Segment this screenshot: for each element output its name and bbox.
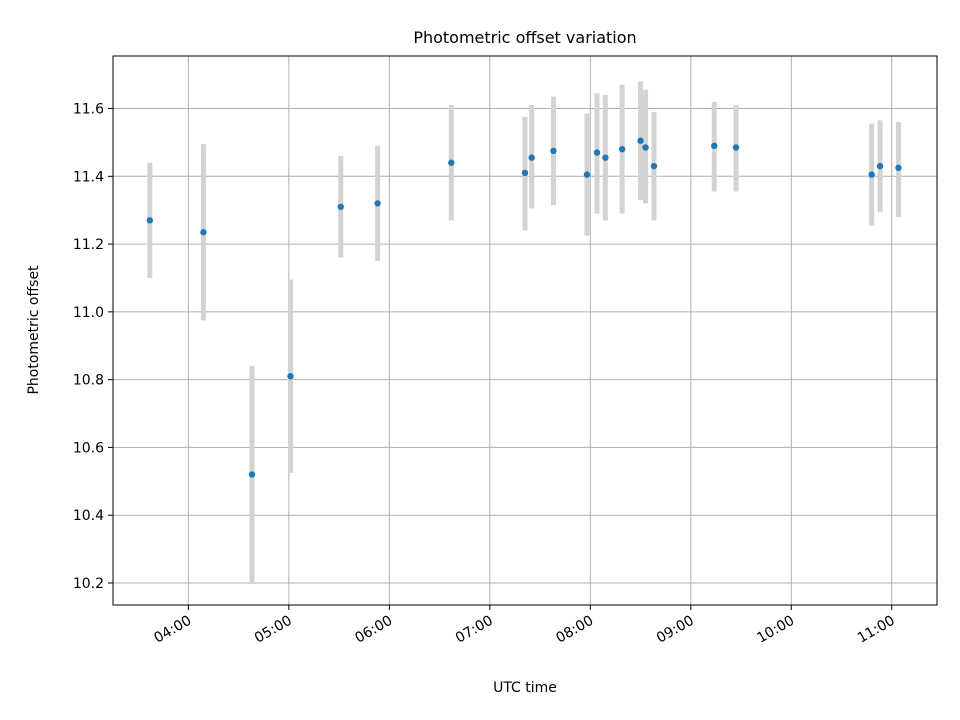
data-point (374, 200, 381, 207)
y-tick-label: 10.2 (73, 576, 104, 592)
data-point (528, 154, 535, 161)
data-point (593, 149, 601, 156)
y-tick-label: 11.4 (73, 169, 104, 185)
plot-frame (112, 55, 938, 606)
data-point (895, 164, 902, 172)
data-point (200, 229, 207, 236)
data-point (637, 137, 644, 144)
y-tick-label: 10.4 (73, 508, 104, 524)
data-point (618, 145, 626, 153)
data-point (602, 154, 609, 161)
data-point (876, 162, 884, 170)
data-point (868, 171, 875, 178)
data-point (583, 171, 591, 178)
y-tick-label: 11.0 (73, 305, 104, 321)
data-point (248, 471, 256, 478)
data-point (711, 142, 718, 150)
x-axis-label: UTC time (493, 680, 557, 696)
y-tick-label: 10.8 (73, 373, 104, 389)
data-point (337, 203, 344, 211)
data-point (732, 144, 740, 151)
y-tick-label: 10.6 (73, 440, 104, 456)
data-point (521, 169, 529, 177)
data-point (448, 159, 455, 166)
y-tick-label: 11.6 (73, 102, 104, 118)
data-point (550, 147, 557, 155)
data-point (650, 162, 658, 170)
y-tick-label: 11.2 (73, 237, 104, 253)
y-axis-ticks: 10.2 10.4 10.6 10.8 11.0 11.2 11.4 11.6 (73, 102, 113, 592)
data-points (146, 137, 902, 478)
data-point (146, 217, 154, 224)
data-point (287, 373, 294, 380)
data-point (642, 144, 649, 151)
chart-title: Photometric offset variation (413, 28, 636, 47)
y-axis-label: Photometric offset (26, 265, 42, 395)
